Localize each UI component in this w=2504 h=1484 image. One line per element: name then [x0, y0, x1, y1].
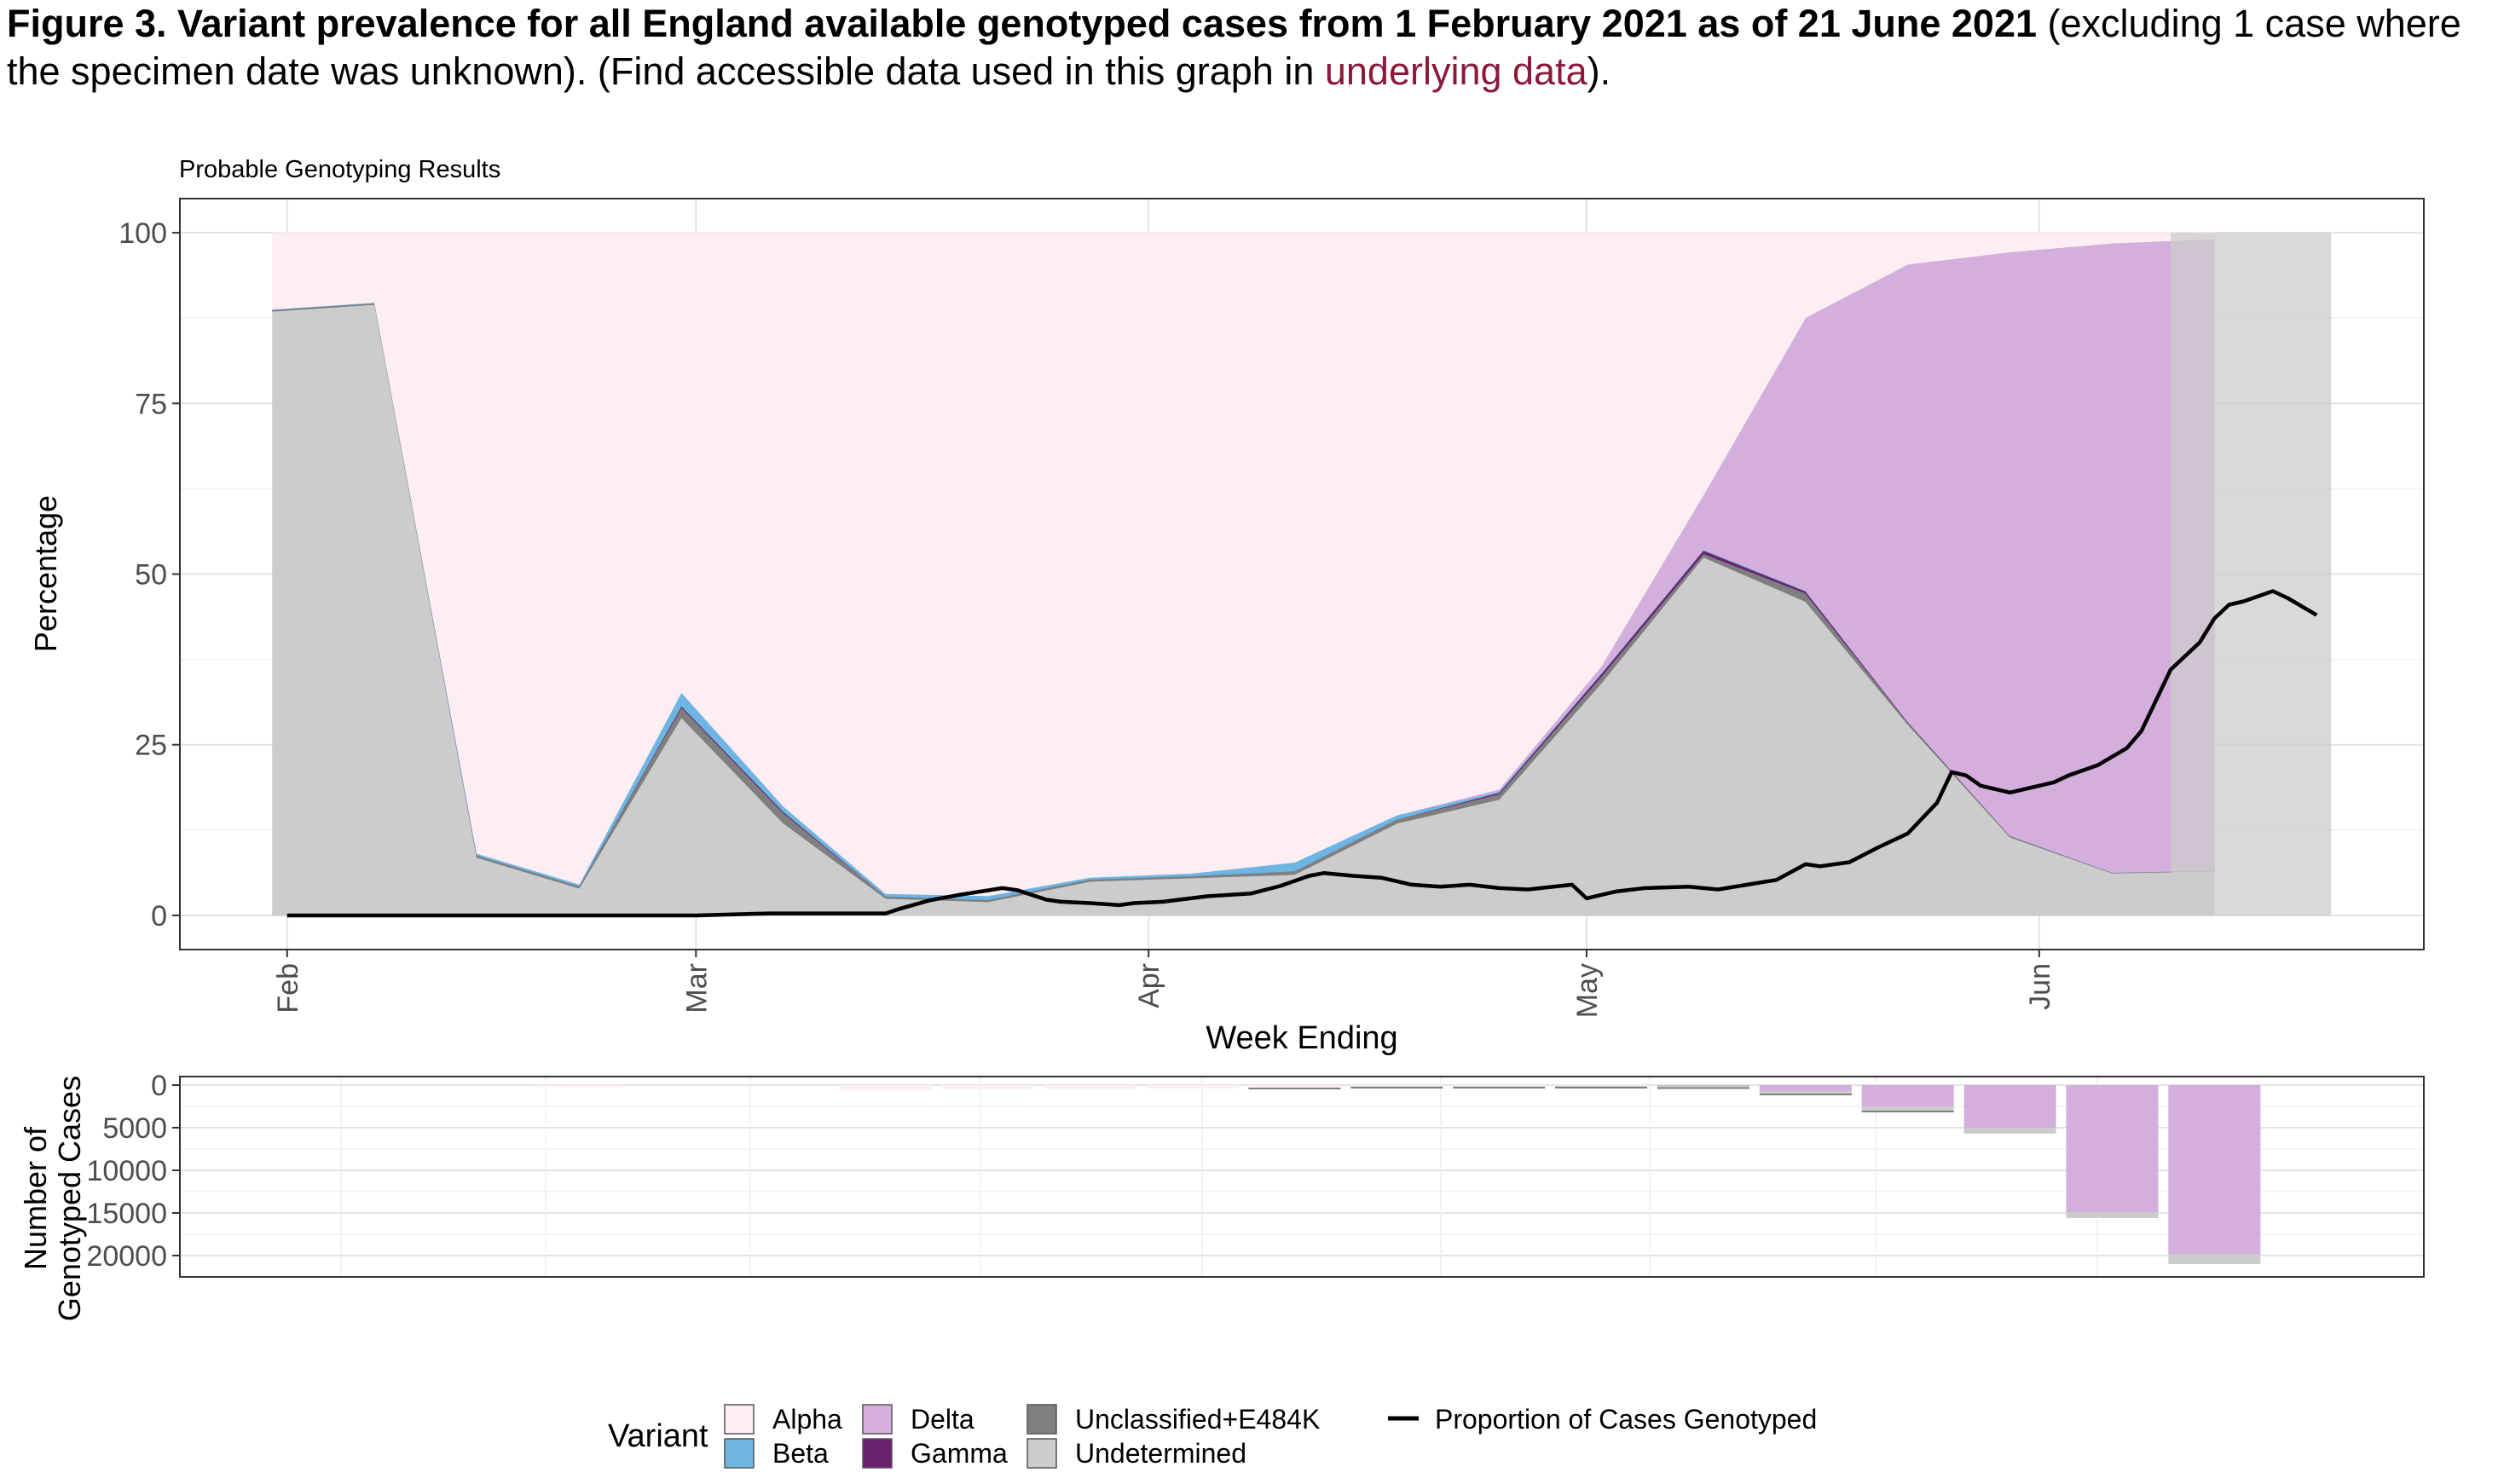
legend-label-beta: Beta	[772, 1438, 829, 1469]
top-proportion-line	[286, 589, 2318, 918]
unclassified-e484k-bar	[1555, 1087, 1648, 1088]
unclassified-e484k-bar	[1861, 1111, 1954, 1112]
panel-title: Probable Genotyping Results	[179, 156, 500, 183]
x-tick-label: Apr	[1133, 963, 1165, 1008]
legend-label-undetermined: Undetermined	[1075, 1438, 1246, 1469]
x-tick-label: May	[1571, 963, 1604, 1018]
top-x-axis: Feb Mar Apr May Jun	[272, 950, 2056, 1018]
delta-bar	[2168, 1085, 2261, 1254]
bottom-plot-border	[179, 1076, 2425, 1278]
incomplete-data-shading	[2170, 233, 2332, 915]
legend-label-alpha: Alpha	[772, 1404, 842, 1435]
alpha-bar	[533, 1085, 626, 1087]
caption-bold: Figure 3. Variant prevalence for all Eng…	[7, 2, 2038, 45]
legend-label-delta: Delta	[911, 1404, 974, 1435]
bottom-y-title-line: Genotyped Cases	[52, 1076, 87, 1321]
alpha-bar	[1350, 1085, 1443, 1087]
undetermined-bar	[1861, 1106, 1954, 1111]
delta-bar	[1861, 1085, 1954, 1106]
legend-label-unclassified-e484k: Unclassified+E484K	[1075, 1404, 1320, 1435]
y-tick-label: 5000	[102, 1112, 167, 1145]
unclassified-e484k-bar	[1453, 1087, 1546, 1088]
y-tick-label: 20000	[86, 1240, 167, 1273]
legend-label-proportion-line: Proportion of Cases Genotyped	[1435, 1404, 1817, 1435]
x-tick-label: Jun	[2024, 963, 2056, 1010]
delta-bar	[1963, 1085, 2056, 1128]
delta-bar	[2066, 1085, 2159, 1212]
legend-title: Variant	[608, 1418, 708, 1454]
caption-end: ).	[1587, 49, 1611, 93]
x-axis-title: Week Ending	[1206, 1020, 1397, 1056]
y-tick-label: 15000	[86, 1198, 167, 1230]
bottom-y-axis: 0 5000 10000 15000 20000	[86, 1070, 180, 1273]
alpha-bar	[941, 1085, 1034, 1089]
legend-key-unclassified-e484k	[1026, 1404, 1057, 1435]
y-tick-label: 25	[135, 730, 167, 762]
undetermined-bar	[1657, 1085, 1749, 1088]
alpha-bar	[839, 1085, 932, 1091]
y-tick-label: 75	[135, 388, 167, 420]
y-tick-label: 100	[119, 217, 167, 250]
legend-label-gamma: Gamma	[911, 1438, 1008, 1469]
undetermined-bar	[1963, 1128, 2056, 1134]
bottom-y-axis-title-text: Number ofGenotyped Cases	[18, 1076, 87, 1321]
alpha-bar	[1453, 1085, 1546, 1087]
caption-text: (excluding 1 case where the specimen dat…	[7, 2, 2461, 93]
unclassified-e484k-bar	[1248, 1088, 1341, 1089]
alpha-bar	[1044, 1085, 1136, 1089]
y-tick-label: 0	[151, 1070, 167, 1102]
undetermined-bar	[2066, 1212, 2159, 1218]
unclassified-e484k-bar	[1759, 1094, 1852, 1095]
bottom-y-axis-title: Number ofGenotyped Cases	[18, 1076, 87, 1321]
legend-key-undetermined	[1026, 1438, 1057, 1469]
x-tick-label: Feb	[272, 963, 304, 1013]
unclassified-e484k-bar	[1657, 1087, 1749, 1089]
legend-key-gamma	[862, 1438, 893, 1469]
y-tick-label: 0	[151, 900, 167, 933]
bottom-y-title-line: Number of	[18, 1126, 53, 1270]
bottom-bars	[533, 1085, 2261, 1264]
top-y-axis: 0 25 50 75 100	[119, 217, 180, 933]
delta-bar	[1759, 1085, 1852, 1091]
undetermined-bar	[2168, 1254, 2261, 1264]
figure-caption: Figure 3. Variant prevalence for all Eng…	[7, 0, 2501, 95]
top-areas	[272, 232, 2332, 916]
alpha-bar	[1146, 1085, 1239, 1088]
alpha-bar	[1248, 1085, 1341, 1088]
x-tick-label: Mar	[680, 963, 713, 1013]
top-y-axis-title: Percentage	[28, 495, 63, 652]
proportion-genotyped-line	[286, 589, 2318, 918]
legend-key-beta	[724, 1438, 755, 1469]
undetermined-bar	[1759, 1091, 1852, 1094]
underlying-data-link[interactable]: underlying data	[1324, 49, 1587, 93]
legend-key-alpha	[724, 1404, 755, 1435]
unclassified-e484k-bar	[1350, 1087, 1443, 1088]
y-tick-label: 10000	[86, 1155, 167, 1187]
y-tick-label: 50	[135, 559, 167, 592]
legend-key-delta	[862, 1404, 893, 1435]
